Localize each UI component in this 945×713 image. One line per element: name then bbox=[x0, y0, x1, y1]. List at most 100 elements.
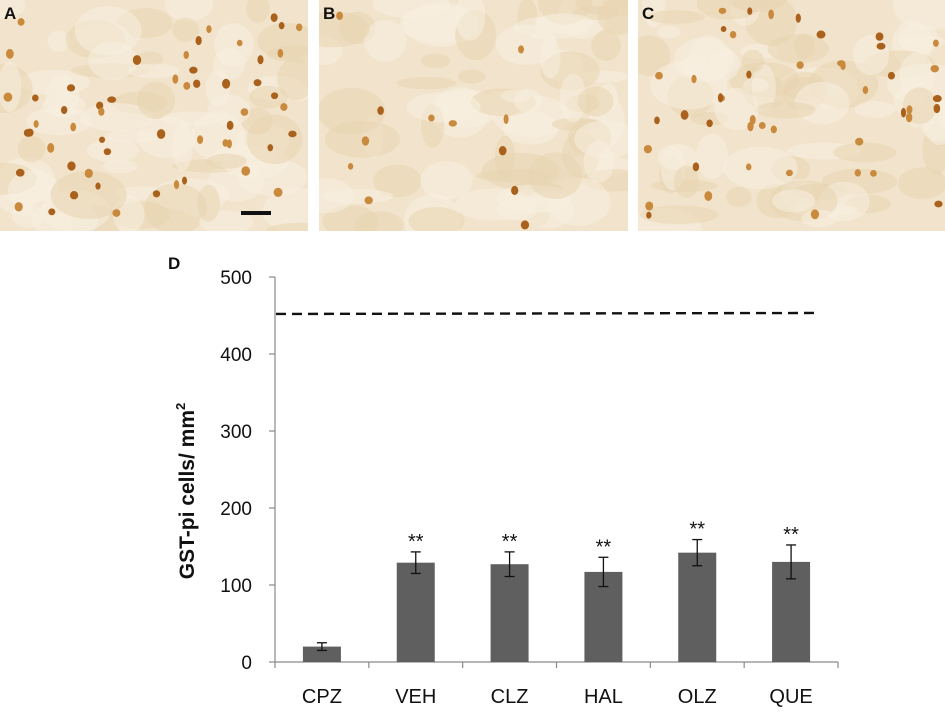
stained-cell bbox=[270, 13, 278, 22]
micrograph-panel-b: B bbox=[319, 0, 628, 231]
tissue-blotch bbox=[708, 48, 740, 81]
micrograph-a-image bbox=[0, 0, 308, 231]
bars bbox=[302, 538, 811, 662]
tissue-blotch bbox=[767, 34, 829, 64]
stained-cell bbox=[48, 208, 56, 216]
stained-cell bbox=[498, 145, 507, 156]
x-category-label: CLZ bbox=[491, 686, 529, 708]
tissue-blotch bbox=[172, 122, 193, 171]
y-tick-label: 300 bbox=[220, 422, 252, 443]
x-category-label: VEH bbox=[395, 686, 436, 708]
micrograph-b-image bbox=[319, 0, 628, 231]
stained-cell bbox=[717, 93, 724, 103]
tissue-blotch bbox=[248, 85, 288, 109]
stained-cell bbox=[795, 13, 801, 23]
stained-cell bbox=[932, 39, 939, 47]
tissue-blotch bbox=[136, 51, 164, 67]
stained-cell bbox=[278, 22, 285, 30]
stained-cell bbox=[14, 202, 23, 212]
y-tick-label: 0 bbox=[241, 653, 252, 674]
stained-cell bbox=[288, 130, 297, 138]
stained-cell bbox=[253, 79, 262, 87]
tissue-blotch bbox=[751, 64, 776, 113]
scale-bar bbox=[241, 211, 271, 215]
tissue-blotch bbox=[277, 57, 308, 101]
tissue-blotch bbox=[638, 35, 671, 77]
stained-cell bbox=[156, 129, 166, 139]
stained-cell bbox=[785, 169, 793, 177]
stained-cell bbox=[107, 96, 117, 103]
stained-cell bbox=[933, 103, 941, 114]
panel-letter-b: B bbox=[323, 4, 336, 23]
stained-cell bbox=[222, 139, 229, 147]
stained-cell bbox=[172, 74, 179, 84]
stained-cell bbox=[428, 114, 435, 122]
stained-cell bbox=[729, 30, 737, 39]
stained-cell bbox=[197, 135, 204, 144]
tissue-blotch bbox=[771, 189, 816, 213]
tissue-blotch bbox=[408, 207, 465, 231]
tissue-blotch bbox=[502, 111, 559, 145]
tissue-blotch bbox=[372, 0, 451, 19]
tissue-blotch bbox=[639, 205, 719, 225]
tissue-blotch bbox=[319, 87, 386, 135]
stained-cell bbox=[930, 64, 940, 73]
y-tick-label: 500 bbox=[220, 268, 252, 289]
bar-olz bbox=[678, 552, 717, 662]
stained-cell bbox=[746, 70, 752, 79]
stained-cell bbox=[66, 84, 76, 92]
tissue-blotch bbox=[696, 133, 729, 180]
stained-cell bbox=[448, 120, 457, 127]
stained-cell bbox=[680, 110, 689, 120]
stained-cell bbox=[67, 161, 76, 171]
stained-cell bbox=[103, 148, 112, 156]
tissue-blotch bbox=[319, 11, 370, 48]
tissue-blotch bbox=[591, 30, 621, 62]
micrograph-panel-c: C bbox=[638, 0, 945, 231]
axes bbox=[269, 276, 839, 668]
stained-cell bbox=[875, 32, 884, 41]
tissue-blotch bbox=[206, 153, 247, 169]
tissue-blotch bbox=[673, 165, 700, 198]
stained-cell bbox=[770, 125, 777, 134]
stained-cell bbox=[862, 86, 869, 95]
stained-cell bbox=[900, 107, 907, 118]
stained-cell bbox=[747, 7, 753, 15]
tissue-blotch bbox=[457, 69, 486, 84]
stained-cell bbox=[336, 11, 344, 21]
tissue-blotch bbox=[205, 69, 230, 107]
panel-letter-d: D bbox=[168, 254, 180, 273]
stained-cell bbox=[99, 136, 106, 143]
stained-cell bbox=[193, 79, 201, 88]
y-axis-label-superscript: 2 bbox=[173, 403, 188, 410]
tissue-blotch bbox=[577, 86, 614, 117]
bar-veh bbox=[396, 562, 435, 662]
tissue-blotch bbox=[164, 0, 214, 22]
stained-cell bbox=[361, 136, 370, 146]
stained-cell bbox=[96, 101, 104, 110]
stained-cell bbox=[706, 119, 713, 128]
stained-cell bbox=[98, 107, 105, 116]
tissue-blotch bbox=[197, 184, 220, 222]
significance-marker: ** bbox=[783, 524, 799, 546]
stained-cell bbox=[280, 103, 288, 111]
tissue-blotch bbox=[496, 198, 538, 221]
tissue-blotch bbox=[363, 19, 407, 62]
stained-cell bbox=[60, 105, 68, 115]
tissue-blotch bbox=[513, 88, 542, 114]
micrograph-panel-a: A bbox=[0, 0, 308, 231]
tissue-blotch bbox=[854, 100, 896, 118]
stained-cell bbox=[95, 182, 101, 190]
stained-cell bbox=[887, 71, 896, 80]
tissue-blotch bbox=[521, 190, 575, 229]
stained-cell bbox=[810, 209, 820, 220]
tissue-blotch bbox=[80, 103, 154, 132]
stained-cell bbox=[240, 108, 249, 116]
x-category-label: QUE bbox=[769, 686, 812, 708]
stained-cell bbox=[934, 200, 943, 208]
stained-cell bbox=[5, 48, 14, 59]
tissue-blotch bbox=[262, 187, 308, 231]
stained-cell bbox=[226, 120, 234, 131]
stained-cell bbox=[183, 81, 191, 90]
stained-cell bbox=[720, 25, 727, 33]
